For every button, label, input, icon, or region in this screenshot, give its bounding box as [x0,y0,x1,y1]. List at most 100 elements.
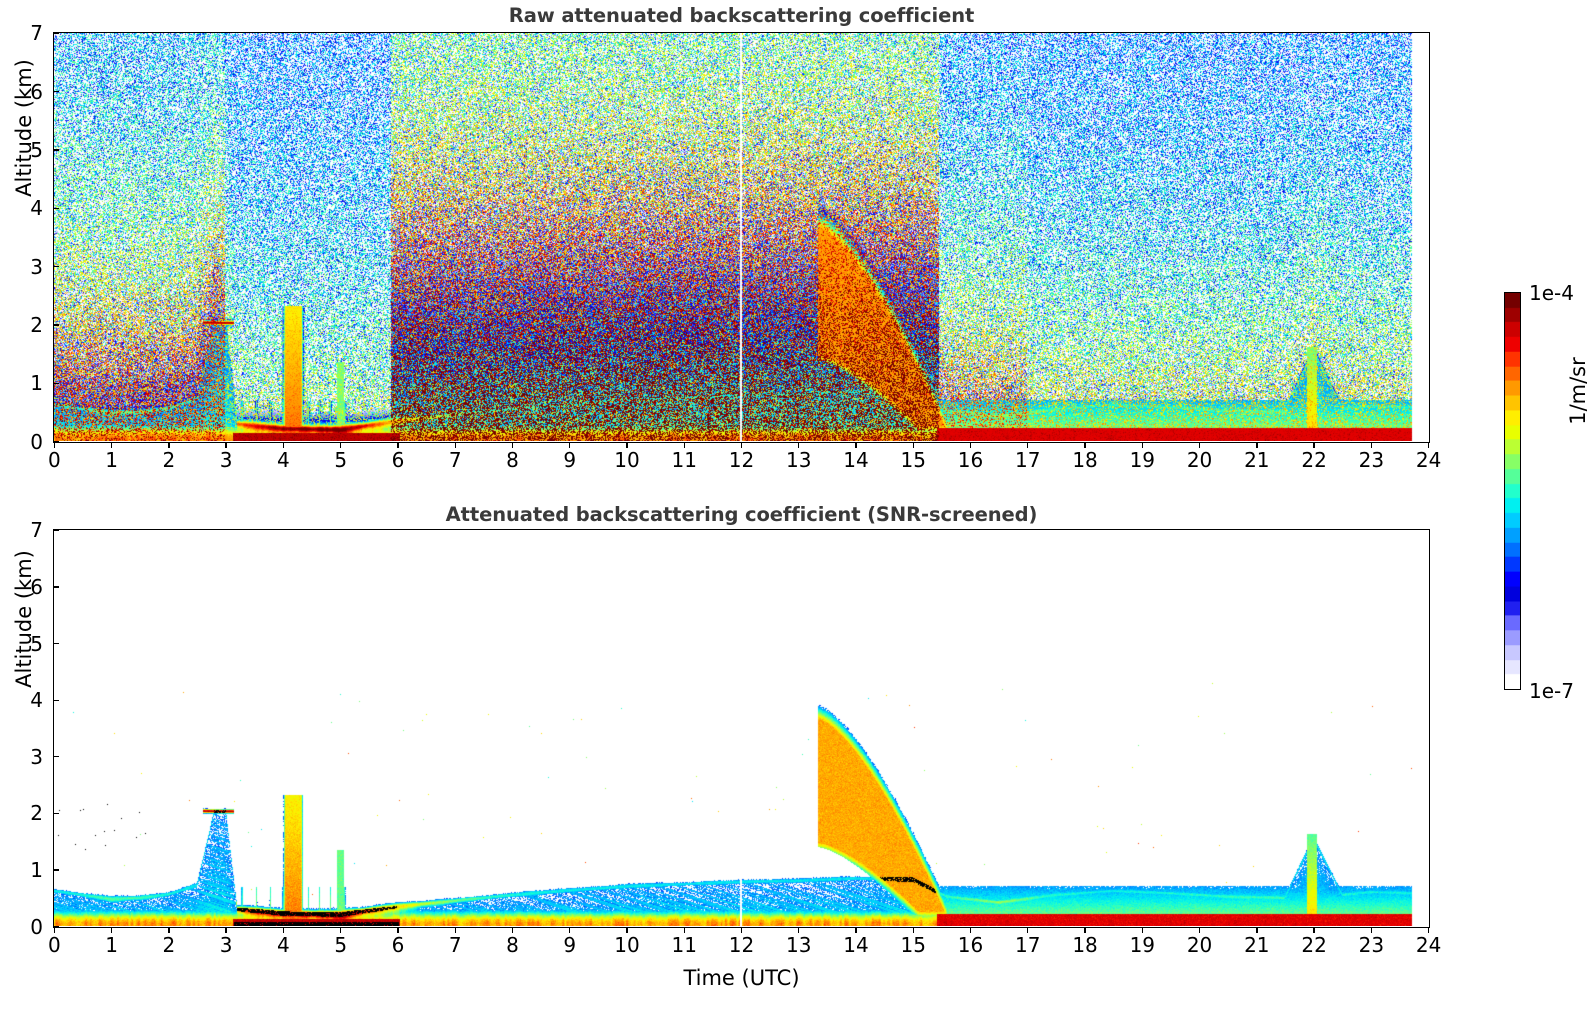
x-tick-24 [1427,441,1430,448]
x-axis-label: Time (UTC) [683,966,800,990]
x-ticklabel-7: 7 [448,448,462,472]
x-ticklabel-20: 20 [1186,933,1213,957]
x-ticklabel-0: 0 [48,933,61,957]
x-ticklabel-4: 4 [277,933,290,957]
x-ticklabel-11: 11 [671,448,697,472]
y-tick-3 [53,756,59,758]
x-tick-2 [168,926,170,933]
y-tick-7 [53,529,59,532]
y-tick-7 [53,32,59,35]
y-ticklabel-1: 1 [30,371,43,396]
y-tick-2 [53,812,59,815]
x-tick-10 [626,926,628,933]
x-ticklabel-8: 8 [506,448,519,472]
x-ticklabel-6: 6 [391,933,405,957]
x-tick-24 [1427,926,1430,933]
x-ticklabel-1: 1 [105,933,119,957]
x-tick-3 [225,926,227,933]
x-ticklabel-17: 17 [1015,933,1041,957]
y-tick-5 [53,642,59,645]
screened-backscatter-canvas [54,530,1428,926]
y-ticklabel-4: 4 [30,196,43,221]
x-tick-12 [740,441,743,448]
x-tick-11 [683,926,685,933]
y-tick-2 [53,324,59,326]
y-tick-1 [53,382,59,384]
y-ticklabel-2: 2 [30,312,43,337]
y-ticklabel-5: 5 [30,138,43,163]
x-tick-5 [339,441,342,448]
y-ticklabel-0: 0 [30,914,43,939]
x-tick-19 [1141,441,1143,448]
x-ticklabel-22: 22 [1301,448,1327,472]
x-ticklabel-2: 2 [162,448,176,472]
x-ticklabel-24: 24 [1415,448,1442,472]
top-panel-title: Raw attenuated backscattering coefficien… [508,4,975,27]
x-ticklabel-4: 4 [277,448,290,472]
x-ticklabel-10: 10 [614,448,640,472]
screened-backscatter-heatmap[interactable] [53,529,1430,928]
y-ticklabel-4: 4 [30,688,43,713]
x-ticklabel-11: 11 [671,933,697,957]
x-tick-7 [454,926,456,933]
x-tick-14 [855,441,857,448]
x-tick-17 [1027,926,1029,933]
x-tick-6 [397,441,399,448]
x-ticklabel-19: 19 [1129,448,1156,472]
x-ticklabel-14: 14 [843,448,869,472]
x-ticklabel-9: 9 [563,448,577,472]
x-tick-12 [740,926,743,933]
x-ticklabel-6: 6 [391,448,405,472]
x-ticklabel-10: 10 [614,933,640,957]
x-tick-9 [569,926,571,933]
x-ticklabel-1: 1 [105,448,119,472]
x-ticklabel-23: 23 [1358,448,1385,472]
x-tick-0 [53,926,56,933]
x-ticklabel-16: 16 [957,448,984,472]
x-ticklabel-24: 24 [1415,933,1442,957]
y-tick-6 [53,586,59,588]
y-tick-6 [53,91,59,93]
colorbar-gradient [1505,293,1520,689]
y-ticklabel-0: 0 [30,429,43,454]
x-ticklabel-2: 2 [162,933,176,957]
x-tick-2 [168,441,170,448]
x-ticklabel-5: 5 [334,933,348,957]
x-ticklabel-16: 16 [957,933,984,957]
x-tick-11 [683,441,685,448]
y-ticklabel-6: 6 [30,575,43,599]
x-tick-15 [912,926,914,933]
raw-backscatter-heatmap[interactable] [53,32,1430,443]
x-tick-0 [53,441,56,448]
x-tick-9 [569,441,571,448]
x-tick-6 [397,926,399,933]
y-ticklabel-3: 3 [30,254,43,279]
x-tick-13 [798,441,800,448]
colorbar-title: 1/m/sr [1566,357,1590,425]
colorbar[interactable] [1504,292,1521,690]
x-tick-23 [1370,441,1373,448]
x-ticklabel-13: 13 [786,933,812,957]
x-tick-19 [1141,926,1143,933]
x-tick-21 [1256,441,1258,448]
x-tick-13 [798,926,800,933]
y-tick-0 [53,925,59,928]
x-ticklabel-23: 23 [1358,933,1385,957]
x-tick-16 [969,441,972,448]
x-tick-22 [1313,926,1315,933]
x-tick-21 [1256,926,1258,933]
y-ticklabel-7: 7 [30,518,43,543]
x-ticklabel-15: 15 [900,448,926,472]
x-ticklabel-19: 19 [1129,933,1156,957]
x-tick-7 [454,441,456,448]
x-tick-23 [1370,926,1373,933]
x-ticklabel-3: 3 [219,933,233,957]
bottom-panel-title: Attenuated backscattering coefficient (S… [445,503,1038,526]
x-tick-8 [511,441,514,448]
x-tick-18 [1084,441,1086,448]
y-ticklabel-2: 2 [30,801,43,826]
x-ticklabel-14: 14 [843,933,869,957]
y-tick-3 [53,265,59,268]
x-tick-15 [912,441,914,448]
